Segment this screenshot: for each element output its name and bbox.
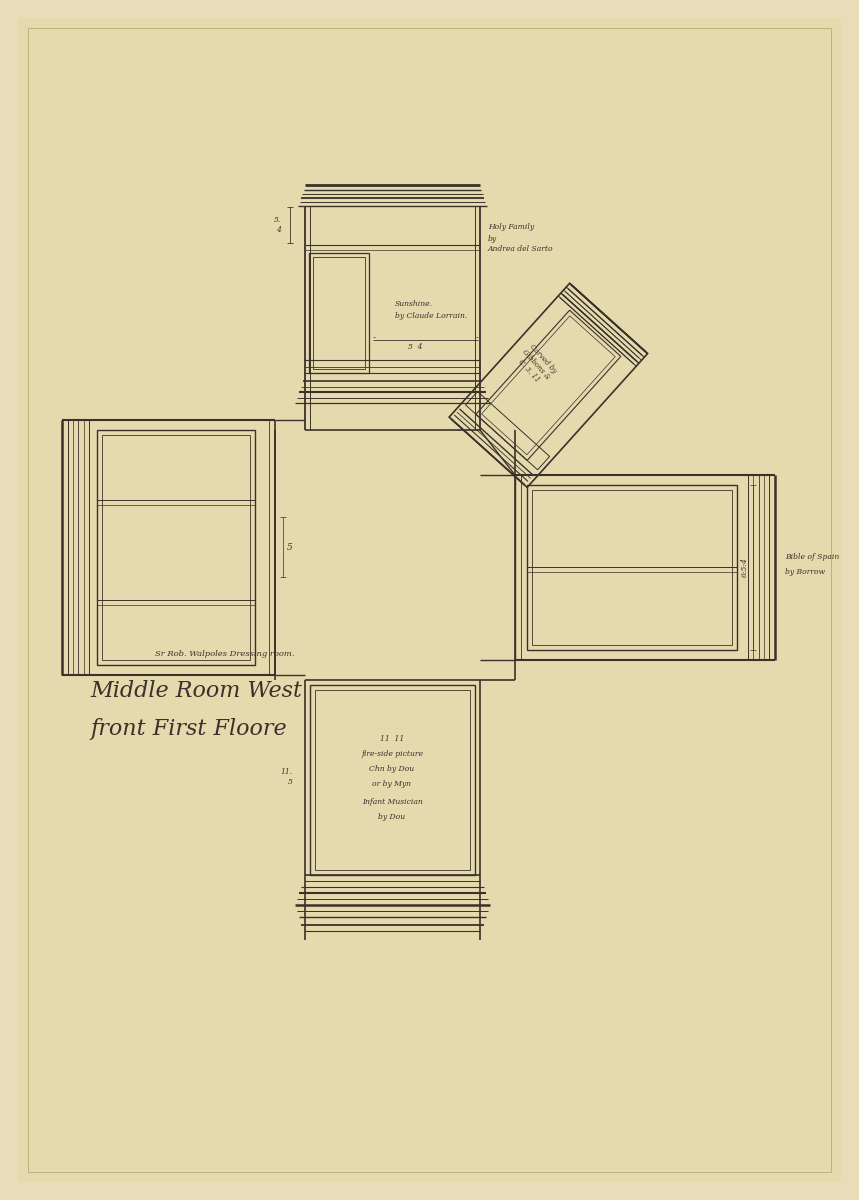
Bar [313,257,365,370]
FancyArrowPatch shape [460,409,533,475]
Text: by Dou: by Dou [379,814,405,821]
Bar [449,283,648,487]
Bar [476,311,621,461]
FancyArrowPatch shape [569,289,642,355]
Text: Sr Rob. Walpoles Dressing room.: Sr Rob. Walpoles Dressing room. [155,650,295,658]
Text: Middle Room West: Middle Room West [90,680,302,702]
Bar [102,434,250,660]
Bar [482,316,615,455]
Text: by: by [488,235,497,242]
Bar [527,485,737,650]
Text: Chn by Dou: Chn by Dou [369,766,415,773]
FancyArrowPatch shape [571,286,645,352]
Bar [97,430,255,665]
Text: 5  4: 5 4 [408,343,423,350]
Text: fire-side picture: fire-side picture [361,750,423,758]
Text: by Borrow: by Borrow [785,568,825,576]
Text: 11  11: 11 11 [380,734,404,743]
Text: front First Floore: front First Floore [90,718,287,740]
Text: Bible of Spain: Bible of Spain [785,553,839,560]
Bar [315,690,470,870]
FancyArrowPatch shape [560,298,633,364]
Text: Andrea del Sarto: Andrea del Sarto [488,245,553,253]
Text: or by Myn: or by Myn [373,780,411,788]
Bar [466,391,550,470]
FancyArrowPatch shape [454,415,527,481]
Text: Carved by
Gibbons &
C. 3. 11: Carved by Gibbons & C. 3. 11 [514,342,558,388]
Text: 6:5:4: 6:5:4 [741,557,749,577]
Bar [310,685,475,875]
Text: 11.
5: 11. 5 [281,768,293,786]
Bar [309,253,369,373]
FancyArrowPatch shape [565,292,639,358]
Bar [532,490,732,646]
FancyArrowPatch shape [457,413,530,478]
Text: Sunshine.: Sunshine. [395,300,433,308]
FancyArrowPatch shape [563,295,637,361]
Text: by Claude Lorrain.: by Claude Lorrain. [395,312,467,320]
Text: Infant Musician: Infant Musician [362,798,423,806]
Text: 5: 5 [287,542,293,552]
Text: Holy Family: Holy Family [488,223,534,230]
FancyArrowPatch shape [451,419,524,485]
Text: 5.
4: 5. 4 [274,216,281,234]
